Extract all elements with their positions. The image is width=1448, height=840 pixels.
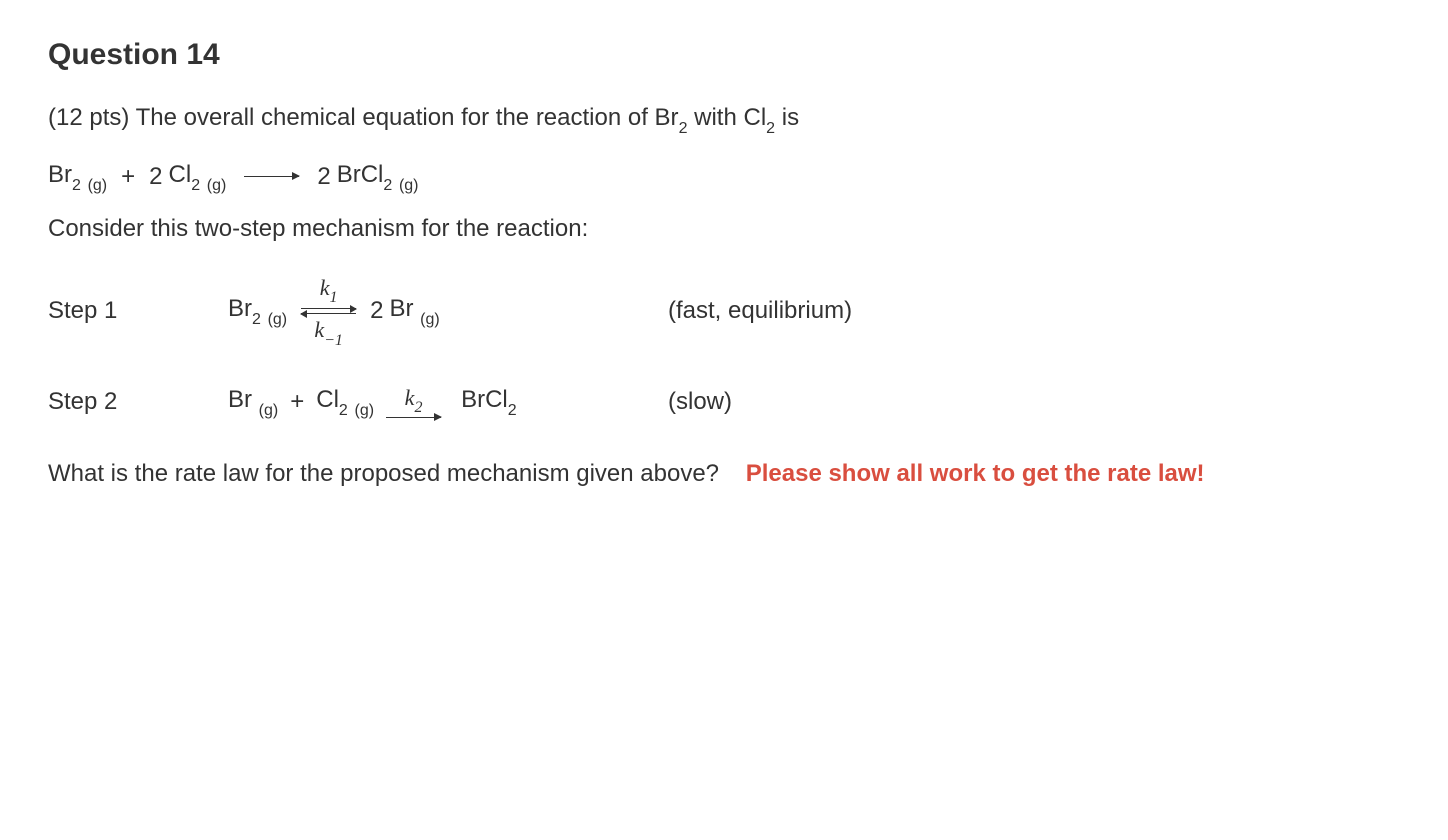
mechanism-intro: Consider this two-step mechanism for the… [48, 215, 1400, 243]
k1-label: k1 [320, 275, 338, 306]
coef-2: 2 [149, 163, 162, 191]
species-br2: Br2 (g) [48, 161, 107, 193]
sub-2: 2 [679, 120, 688, 137]
k2-label: k2 [405, 386, 423, 415]
step2-br: Br (g) [228, 386, 278, 418]
intro-part1: (12 pts) The overall chemical equation f… [48, 104, 679, 131]
step1-br: Br (g) [390, 295, 440, 327]
plus-sign: + [121, 163, 135, 191]
step1-coef2: 2 [370, 297, 383, 325]
equilibrium-arrow-icon: k1 k−1 [301, 275, 356, 348]
step-2-note: (slow) [668, 388, 732, 416]
step1-br2: Br2 (g) [228, 295, 287, 327]
step2-arrow-icon: k2 [386, 386, 441, 418]
forward-arrow-icon [386, 417, 441, 418]
coef-2b: 2 [317, 163, 330, 191]
question-intro: (12 pts) The overall chemical equation f… [48, 100, 1400, 139]
reaction-arrow-icon [244, 176, 299, 177]
double-arrow-icon [301, 305, 356, 317]
step2-brcl2: BrCl2 [461, 386, 517, 418]
step2-cl2: Cl2 (g) [316, 386, 374, 418]
species-brcl2: BrCl2 (g) [337, 161, 419, 193]
sub-2b: 2 [766, 120, 775, 137]
step-1-note: (fast, equilibrium) [668, 297, 852, 325]
kminus1-label: k−1 [314, 317, 343, 348]
step-2-label: Step 2 [48, 388, 228, 416]
step-1-row: Step 1 Br2 (g) k1 k−1 2 Br (g) (fast, eq… [48, 275, 1400, 348]
final-question-emphasis: Please show all work to get the rate law… [746, 460, 1205, 487]
intro-part2: with Cl [687, 104, 766, 131]
intro-part3: is [775, 104, 799, 131]
step-1-label: Step 1 [48, 297, 228, 325]
step-1-equation: Br2 (g) k1 k−1 2 Br (g) [228, 275, 668, 348]
species-cl2: Cl2 (g) [169, 161, 227, 193]
step-2-row: Step 2 Br (g) + Cl2 (g) k2 BrCl2 (slow) [48, 386, 1400, 418]
step-2-equation: Br (g) + Cl2 (g) k2 BrCl2 [228, 386, 668, 418]
final-question: What is the rate law for the proposed me… [48, 456, 1400, 492]
final-question-text: What is the rate law for the proposed me… [48, 460, 719, 487]
plus-sign-2: + [290, 388, 304, 416]
question-title: Question 14 [48, 38, 1400, 72]
overall-equation: Br2 (g) + 2 Cl2 (g) 2 BrCl2 (g) [48, 161, 1400, 193]
